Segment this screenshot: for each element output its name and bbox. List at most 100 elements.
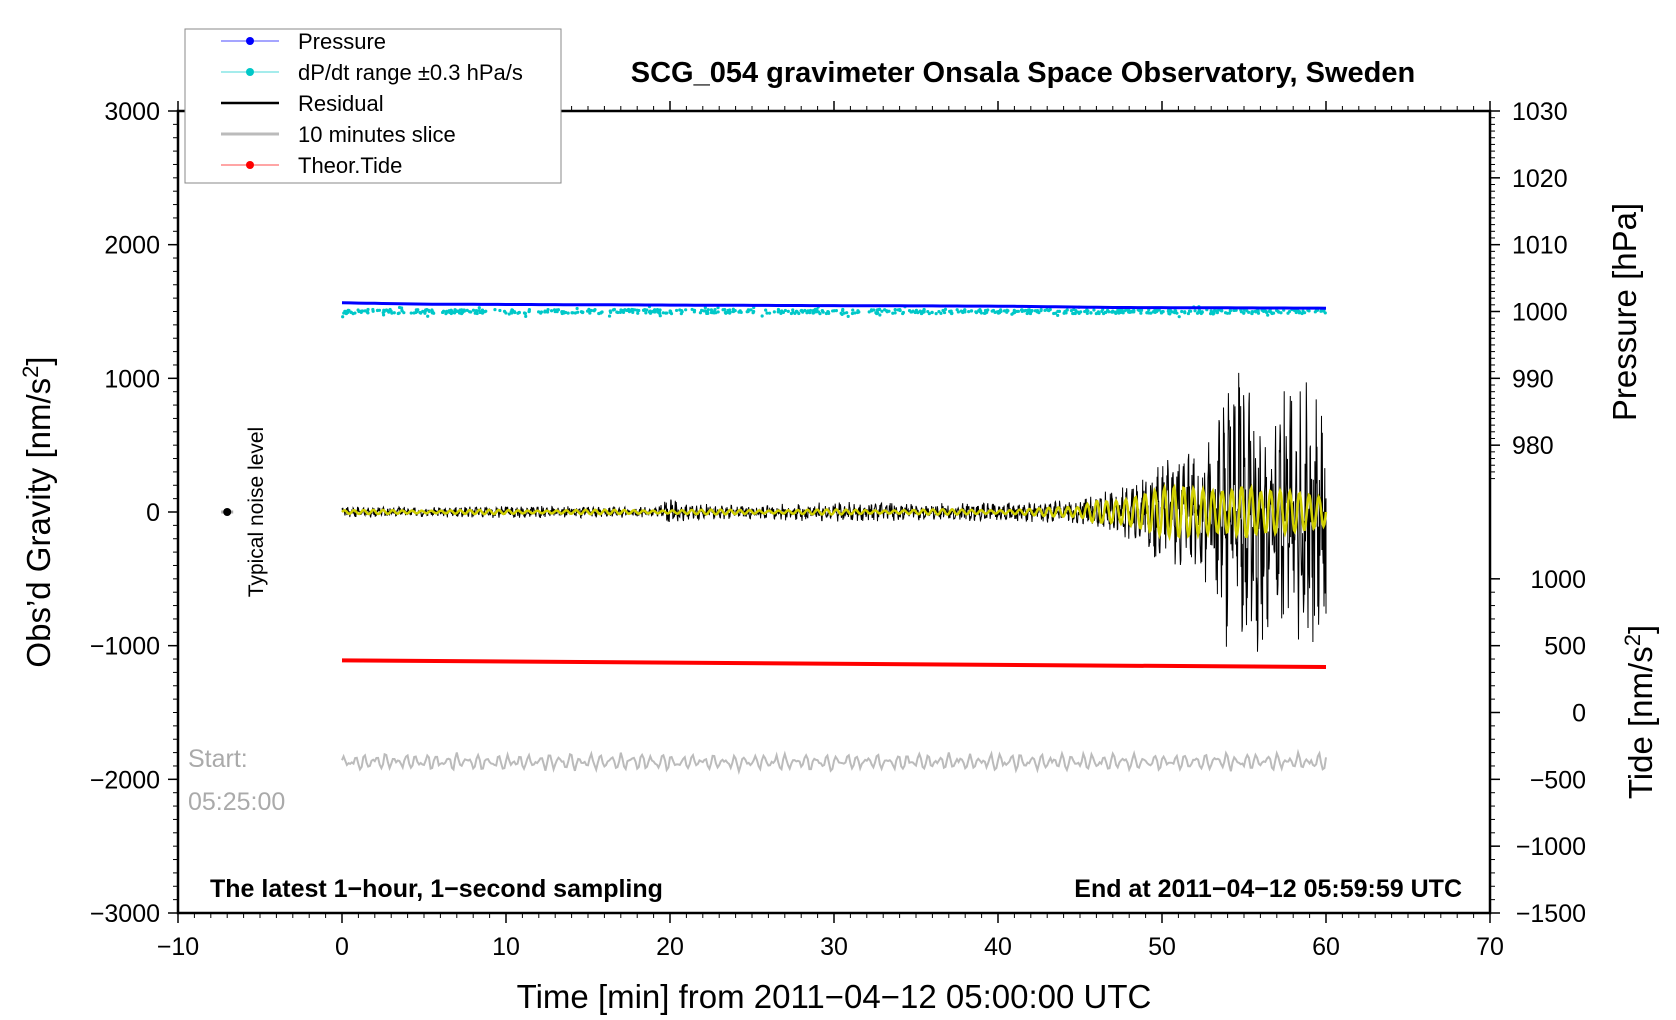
dpdt-point — [1303, 311, 1307, 315]
dpdt-point — [867, 310, 871, 314]
dpdt-point — [1251, 310, 1255, 314]
dpdt-point — [426, 308, 431, 312]
dpdt-point — [1286, 311, 1290, 315]
x-tick-label: 50 — [1148, 933, 1176, 961]
dpdt-point — [930, 310, 934, 315]
dpdt-point — [648, 309, 652, 313]
dpdt-point — [1052, 311, 1056, 316]
dpdt-point — [887, 309, 891, 313]
dpdt-point — [842, 311, 846, 315]
slice-start-time: 05:25:00 — [188, 788, 285, 816]
dpdt-point — [571, 311, 575, 315]
dpdt-point — [918, 309, 922, 313]
dpdt-point — [366, 311, 370, 315]
dpdt-point — [907, 309, 912, 313]
dpdt-point — [545, 310, 549, 314]
dpdt-point — [808, 311, 812, 315]
x-tick-label: 40 — [984, 933, 1012, 961]
dpdt-point — [616, 310, 620, 315]
dpdt-point — [1043, 308, 1047, 313]
dpdt-point — [636, 311, 640, 315]
dpdt-point — [1319, 309, 1323, 313]
dpdt-point — [1161, 309, 1165, 314]
tide-tick-label: −500 — [1530, 766, 1586, 794]
dpdt-point — [493, 308, 497, 312]
dpdt-point — [366, 307, 370, 312]
pressure-line — [341, 301, 1327, 310]
dpdt-point — [705, 311, 709, 316]
dpdt-point — [961, 310, 965, 315]
dpdt-point — [880, 309, 884, 313]
dpdt-point — [884, 309, 889, 313]
dpdt-point — [1105, 308, 1110, 312]
dpdt-point — [517, 310, 521, 315]
dpdt-point — [524, 314, 528, 318]
dpdt-point — [375, 308, 380, 313]
dpdt-point — [1228, 308, 1232, 312]
tide-tick-label: 500 — [1544, 633, 1586, 661]
dpdt-point — [986, 308, 990, 312]
dpdt-point — [922, 307, 926, 312]
dpdt-point — [1117, 308, 1122, 312]
legend-box — [184, 28, 562, 184]
y-tick-label: −3000 — [90, 900, 160, 928]
axis-ticks: −10 0 10 20 30 40 50 60 703000200010000−1000−200… — [90, 98, 1586, 961]
dpdt-point — [1227, 311, 1232, 315]
dpdt-point — [424, 308, 428, 312]
dpdt-point — [444, 309, 449, 313]
dpdt-point — [723, 310, 727, 315]
dpdt-point — [723, 307, 727, 312]
dpdt-point — [465, 308, 469, 312]
dpdt-point — [678, 308, 682, 312]
dpdt-point — [834, 309, 838, 313]
dpdt-point — [1186, 311, 1191, 316]
dpdt-point — [655, 307, 660, 312]
dpdt-point — [749, 308, 753, 312]
dpdt-point — [1271, 311, 1276, 315]
dpdt-point — [943, 307, 948, 311]
dpdt-point — [768, 311, 772, 315]
dpdt-point — [812, 309, 816, 313]
dpdt-point — [1092, 308, 1096, 312]
x-tick-label: 10 — [492, 933, 520, 961]
x-tick-label: 30 — [820, 933, 848, 961]
dpdt-point — [1183, 310, 1187, 314]
dpdt-point — [460, 310, 465, 314]
dpdt-point — [566, 311, 570, 315]
dpdt-point — [564, 310, 568, 315]
dpdt-point — [448, 310, 452, 315]
dpdt-point — [600, 310, 604, 314]
dpdt-point — [477, 306, 481, 310]
dpdt-point — [878, 313, 882, 317]
dpdt-point — [400, 308, 404, 313]
dpdt-point — [1313, 310, 1317, 314]
tide-tick-label: −1500 — [1516, 900, 1586, 928]
dpdt-point — [991, 308, 996, 313]
dpdt-point — [876, 311, 880, 315]
dpdt-point — [342, 311, 346, 315]
x-tick-label: 60 — [1312, 933, 1340, 961]
dpdt-point — [1223, 311, 1228, 315]
dpdt-point — [1048, 307, 1052, 312]
dpdt-point — [893, 311, 897, 315]
dpdt-point — [1139, 311, 1143, 315]
x-tick-label: 0 — [335, 933, 349, 961]
dpdt-point — [820, 308, 824, 313]
slice-start-label: Start: — [188, 745, 248, 773]
legend-label: 10 minutes slice — [298, 122, 456, 147]
dpdt-point — [1089, 311, 1093, 315]
filtered-residual-line — [341, 483, 1328, 542]
dpdt-point — [779, 311, 783, 315]
dpdt-point — [1187, 309, 1192, 313]
dpdt-point — [731, 309, 735, 314]
slice-line — [341, 748, 1327, 776]
dpdt-point — [1028, 311, 1033, 316]
y-tick-label: 3000 — [104, 98, 160, 126]
dpdt-point — [709, 308, 713, 312]
dpdt-point — [1267, 309, 1272, 313]
dpdt-point — [853, 311, 857, 315]
dpdt-point — [1110, 310, 1114, 314]
legend-marker — [246, 161, 254, 169]
dpdt-point — [415, 309, 419, 314]
